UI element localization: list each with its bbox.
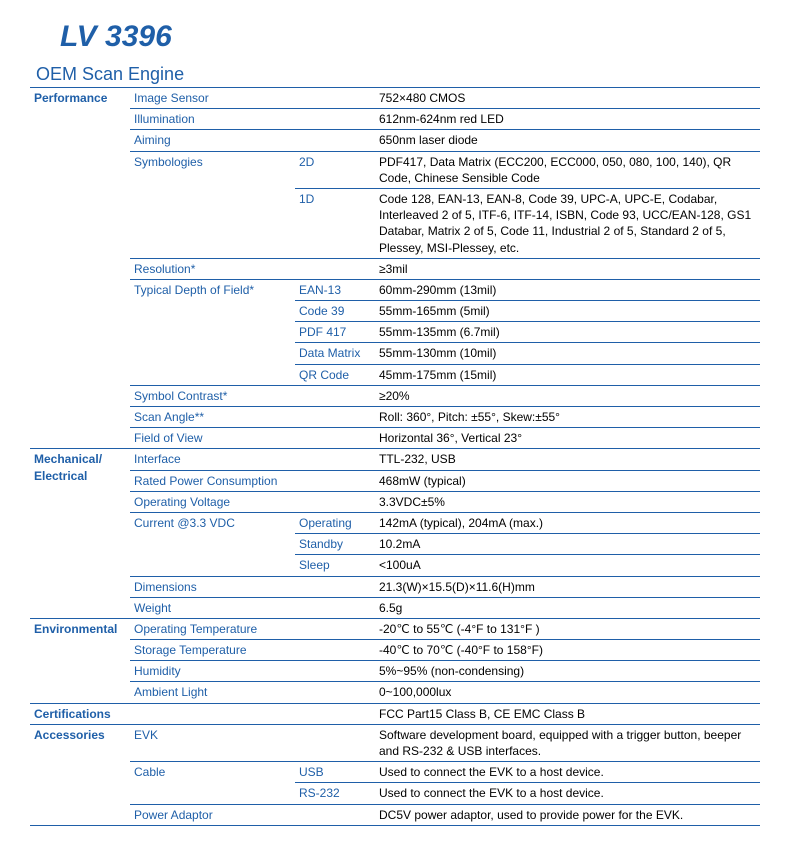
row-label: Typical Depth of Field* [130,279,295,300]
row-value: 142mA (typical), 204mA (max.) [375,512,760,533]
row-value: 21.3(W)×15.5(D)×11.6(H)mm [375,576,760,597]
section-certifications: Certifications [30,703,130,724]
row-value: PDF417, Data Matrix (ECC200, ECC000, 050… [375,151,760,188]
row-label: Humidity [130,661,295,682]
row-value: Code 128, EAN-13, EAN-8, Code 39, UPC-A,… [375,188,760,258]
row-sublabel: Operating [295,512,375,533]
row-value: Horizontal 36°, Vertical 23° [375,428,760,449]
product-title: LV 3396 [60,20,760,54]
row-value: 60mm-290mm (13mil) [375,279,760,300]
row-label: EVK [130,724,295,761]
row-value: Roll: 360°, Pitch: ±55°, Skew:±55° [375,407,760,428]
row-sublabel: Standby [295,534,375,555]
section-mechanical: Mechanical/ Electrical [30,449,130,491]
row-label: Aiming [130,130,295,151]
row-sublabel: PDF 417 [295,322,375,343]
row-sublabel: Code 39 [295,301,375,322]
row-sublabel: USB [295,762,375,783]
row-value: Used to connect the EVK to a host device… [375,783,760,804]
row-label: Storage Temperature [130,640,295,661]
row-sublabel: Data Matrix [295,343,375,364]
row-value: 55mm-165mm (5mil) [375,301,760,322]
product-subtitle: OEM Scan Engine [36,64,760,85]
row-label: Image Sensor [130,88,295,109]
row-sublabel: QR Code [295,364,375,385]
row-value: TTL-232, USB [375,449,760,470]
row-value: ≥3mil [375,258,760,279]
row-value: -40℃ to 70℃ (-40°F to 158°F) [375,640,760,661]
section-performance: Performance [30,88,130,109]
row-value: 55mm-135mm (6.7mil) [375,322,760,343]
row-value: 45mm-175mm (15mil) [375,364,760,385]
row-label: Operating Voltage [130,491,295,512]
row-value: 468mW (typical) [375,470,760,491]
row-value: <100uA [375,555,760,576]
row-label: Operating Temperature [130,618,295,639]
row-value: 5%~95% (non-condensing) [375,661,760,682]
row-label: Interface [130,449,295,470]
row-value: FCC Part15 Class B, CE EMC Class B [375,703,760,724]
row-label: Rated Power Consumption [130,470,295,491]
row-label: Ambient Light [130,682,295,703]
row-value: DC5V power adaptor, used to provide powe… [375,804,760,825]
row-label: Scan Angle** [130,407,295,428]
row-label: Weight [130,597,295,618]
row-sublabel: EAN-13 [295,279,375,300]
row-label: Field of View [130,428,295,449]
row-value: 6.5g [375,597,760,618]
row-sublabel: RS-232 [295,783,375,804]
row-sublabel: 2D [295,151,375,188]
row-value: 3.3VDC±5% [375,491,760,512]
section-environmental: Environmental [30,618,130,639]
row-value: 612nm-624nm red LED [375,109,760,130]
row-value: 650nm laser diode [375,130,760,151]
row-label: Current @3.3 VDC [130,512,295,533]
row-value: 0~100,000lux [375,682,760,703]
row-label: Power Adaptor [130,804,295,825]
row-sublabel: 1D [295,188,375,258]
row-value: 752×480 CMOS [375,88,760,109]
row-value: Used to connect the EVK to a host device… [375,762,760,783]
section-accessories: Accessories [30,724,130,761]
row-value: ≥20% [375,385,760,406]
row-label: Symbol Contrast* [130,385,295,406]
row-sublabel: Sleep [295,555,375,576]
row-label: Illumination [130,109,295,130]
row-value: 55mm-130mm (10mil) [375,343,760,364]
row-label: Cable [130,762,295,783]
row-label: Resolution* [130,258,295,279]
row-value: Software development board, equipped wit… [375,724,760,761]
row-label: Dimensions [130,576,295,597]
row-value: 10.2mA [375,534,760,555]
row-label: Symbologies [130,151,295,188]
spec-table: Performance Image Sensor 752×480 CMOS Il… [30,87,760,826]
row-value: -20℃ to 55℃ (-4°F to 131°F ) [375,618,760,639]
